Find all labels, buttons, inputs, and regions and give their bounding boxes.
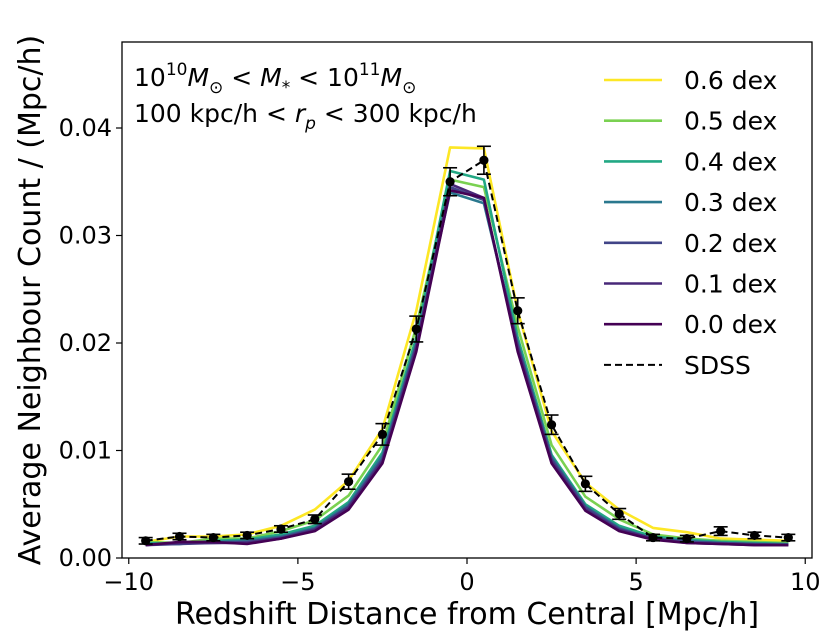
sdss-point (614, 509, 624, 519)
sdss-point (445, 177, 455, 187)
sdss-point (411, 324, 421, 334)
y-axis-ticks: 0.00 0.01 0.02 0.03 0.04 (59, 114, 122, 572)
sdss-point (141, 536, 151, 546)
sdss-point (344, 477, 354, 487)
sdss-point (276, 524, 286, 534)
y-tick-label: 0.03 (59, 222, 112, 250)
sdss-point (682, 534, 692, 544)
legend-label: 0.1 dex (684, 270, 777, 299)
sdss-point (513, 306, 523, 316)
y-tick-label: 0.04 (59, 114, 112, 142)
y-tick-label: 0.00 (59, 544, 112, 572)
sdss-line (145, 158, 789, 542)
sdss-point (479, 155, 489, 165)
y-tick-label: 0.01 (59, 437, 112, 465)
y-axis-label: Average Neighbour Count / (Mpc/h) (13, 35, 48, 566)
legend-label: 0.2 dex (684, 229, 777, 258)
sdss-point (546, 420, 557, 430)
legend-label: 0.5 dex (684, 107, 777, 136)
sdss-layer (138, 145, 796, 546)
sdss-point (749, 530, 760, 541)
x-tick-label: −5 (280, 568, 315, 596)
legend-label: 0.3 dex (684, 188, 777, 217)
sdss-point (648, 532, 658, 543)
x-tick-label: −10 (103, 568, 154, 596)
legend-label: SDSS (684, 351, 751, 380)
legend: 0.6 dex 0.5 dex 0.4 dex 0.3 dex 0.2 dex 0.1 d… (604, 66, 777, 380)
sdss-point (242, 530, 252, 541)
sdss-point (716, 526, 726, 536)
sdss-point (580, 479, 590, 489)
x-axis-ticks: −10 −5 0 5 10 (103, 558, 821, 596)
sdss-point (783, 532, 793, 543)
y-tick-label: 0.02 (59, 329, 112, 357)
x-axis-label: Redshift Distance from Central [Mpc/h] (175, 597, 759, 632)
annotation-radius-range: 100 kpc/h < rp < 300 kpc/h (134, 99, 477, 134)
x-tick-label: 10 (790, 568, 821, 596)
sdss-point (174, 531, 185, 542)
legend-label: 0.0 dex (684, 310, 777, 339)
legend-label: 0.4 dex (684, 147, 777, 176)
sdss-point (310, 514, 320, 524)
sdss-point (377, 429, 388, 439)
x-tick-label: 5 (628, 568, 643, 596)
x-tick-label: 0 (459, 568, 474, 596)
legend-label: 0.6 dex (684, 66, 777, 95)
sdss-point (208, 532, 218, 543)
annotation-mass-range: 1010M⊙ < M* < 1011M⊙ (134, 60, 416, 98)
